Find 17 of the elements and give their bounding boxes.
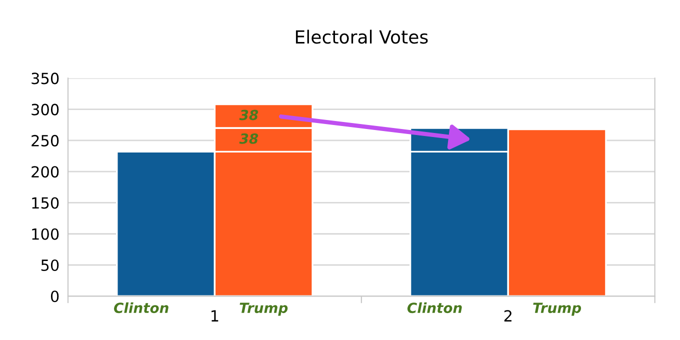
x-tick-label: Trump [240,302,288,316]
x-tick-label: Clinton [114,302,168,314]
x-tick-label: Trump [533,302,582,316]
text: 1 [212,310,218,322]
y-tick-label: 300 [32,104,59,116]
y-tick-label: 50 [41,259,59,272]
y-tick-label: 150 [32,197,59,209]
y-tick-label: 0 [50,290,59,302]
y-tick-label: 100 [32,228,59,240]
text: 2 [504,310,512,322]
chart-title: Electoral Votes [296,30,428,44]
y-tick-label: 350 [32,72,59,84]
data-label: 38 [239,110,258,120]
x-tick-label: Clinton [407,302,462,314]
data-label: 38 [239,133,258,144]
y-tick-label: 250 [32,134,59,146]
y-tick-label: 200 [32,166,59,178]
